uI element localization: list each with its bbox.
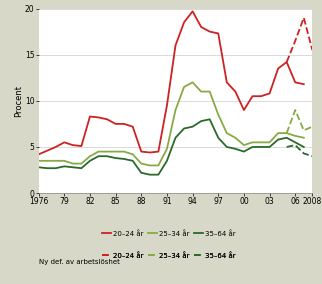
Legend: 20–24 år, 25–34 år, 35–64 år: 20–24 år, 25–34 år, 35–64 år bbox=[102, 252, 236, 259]
Y-axis label: Procent: Procent bbox=[14, 85, 24, 117]
Text: Ny def. av arbetslöshet: Ny def. av arbetslöshet bbox=[39, 259, 119, 265]
